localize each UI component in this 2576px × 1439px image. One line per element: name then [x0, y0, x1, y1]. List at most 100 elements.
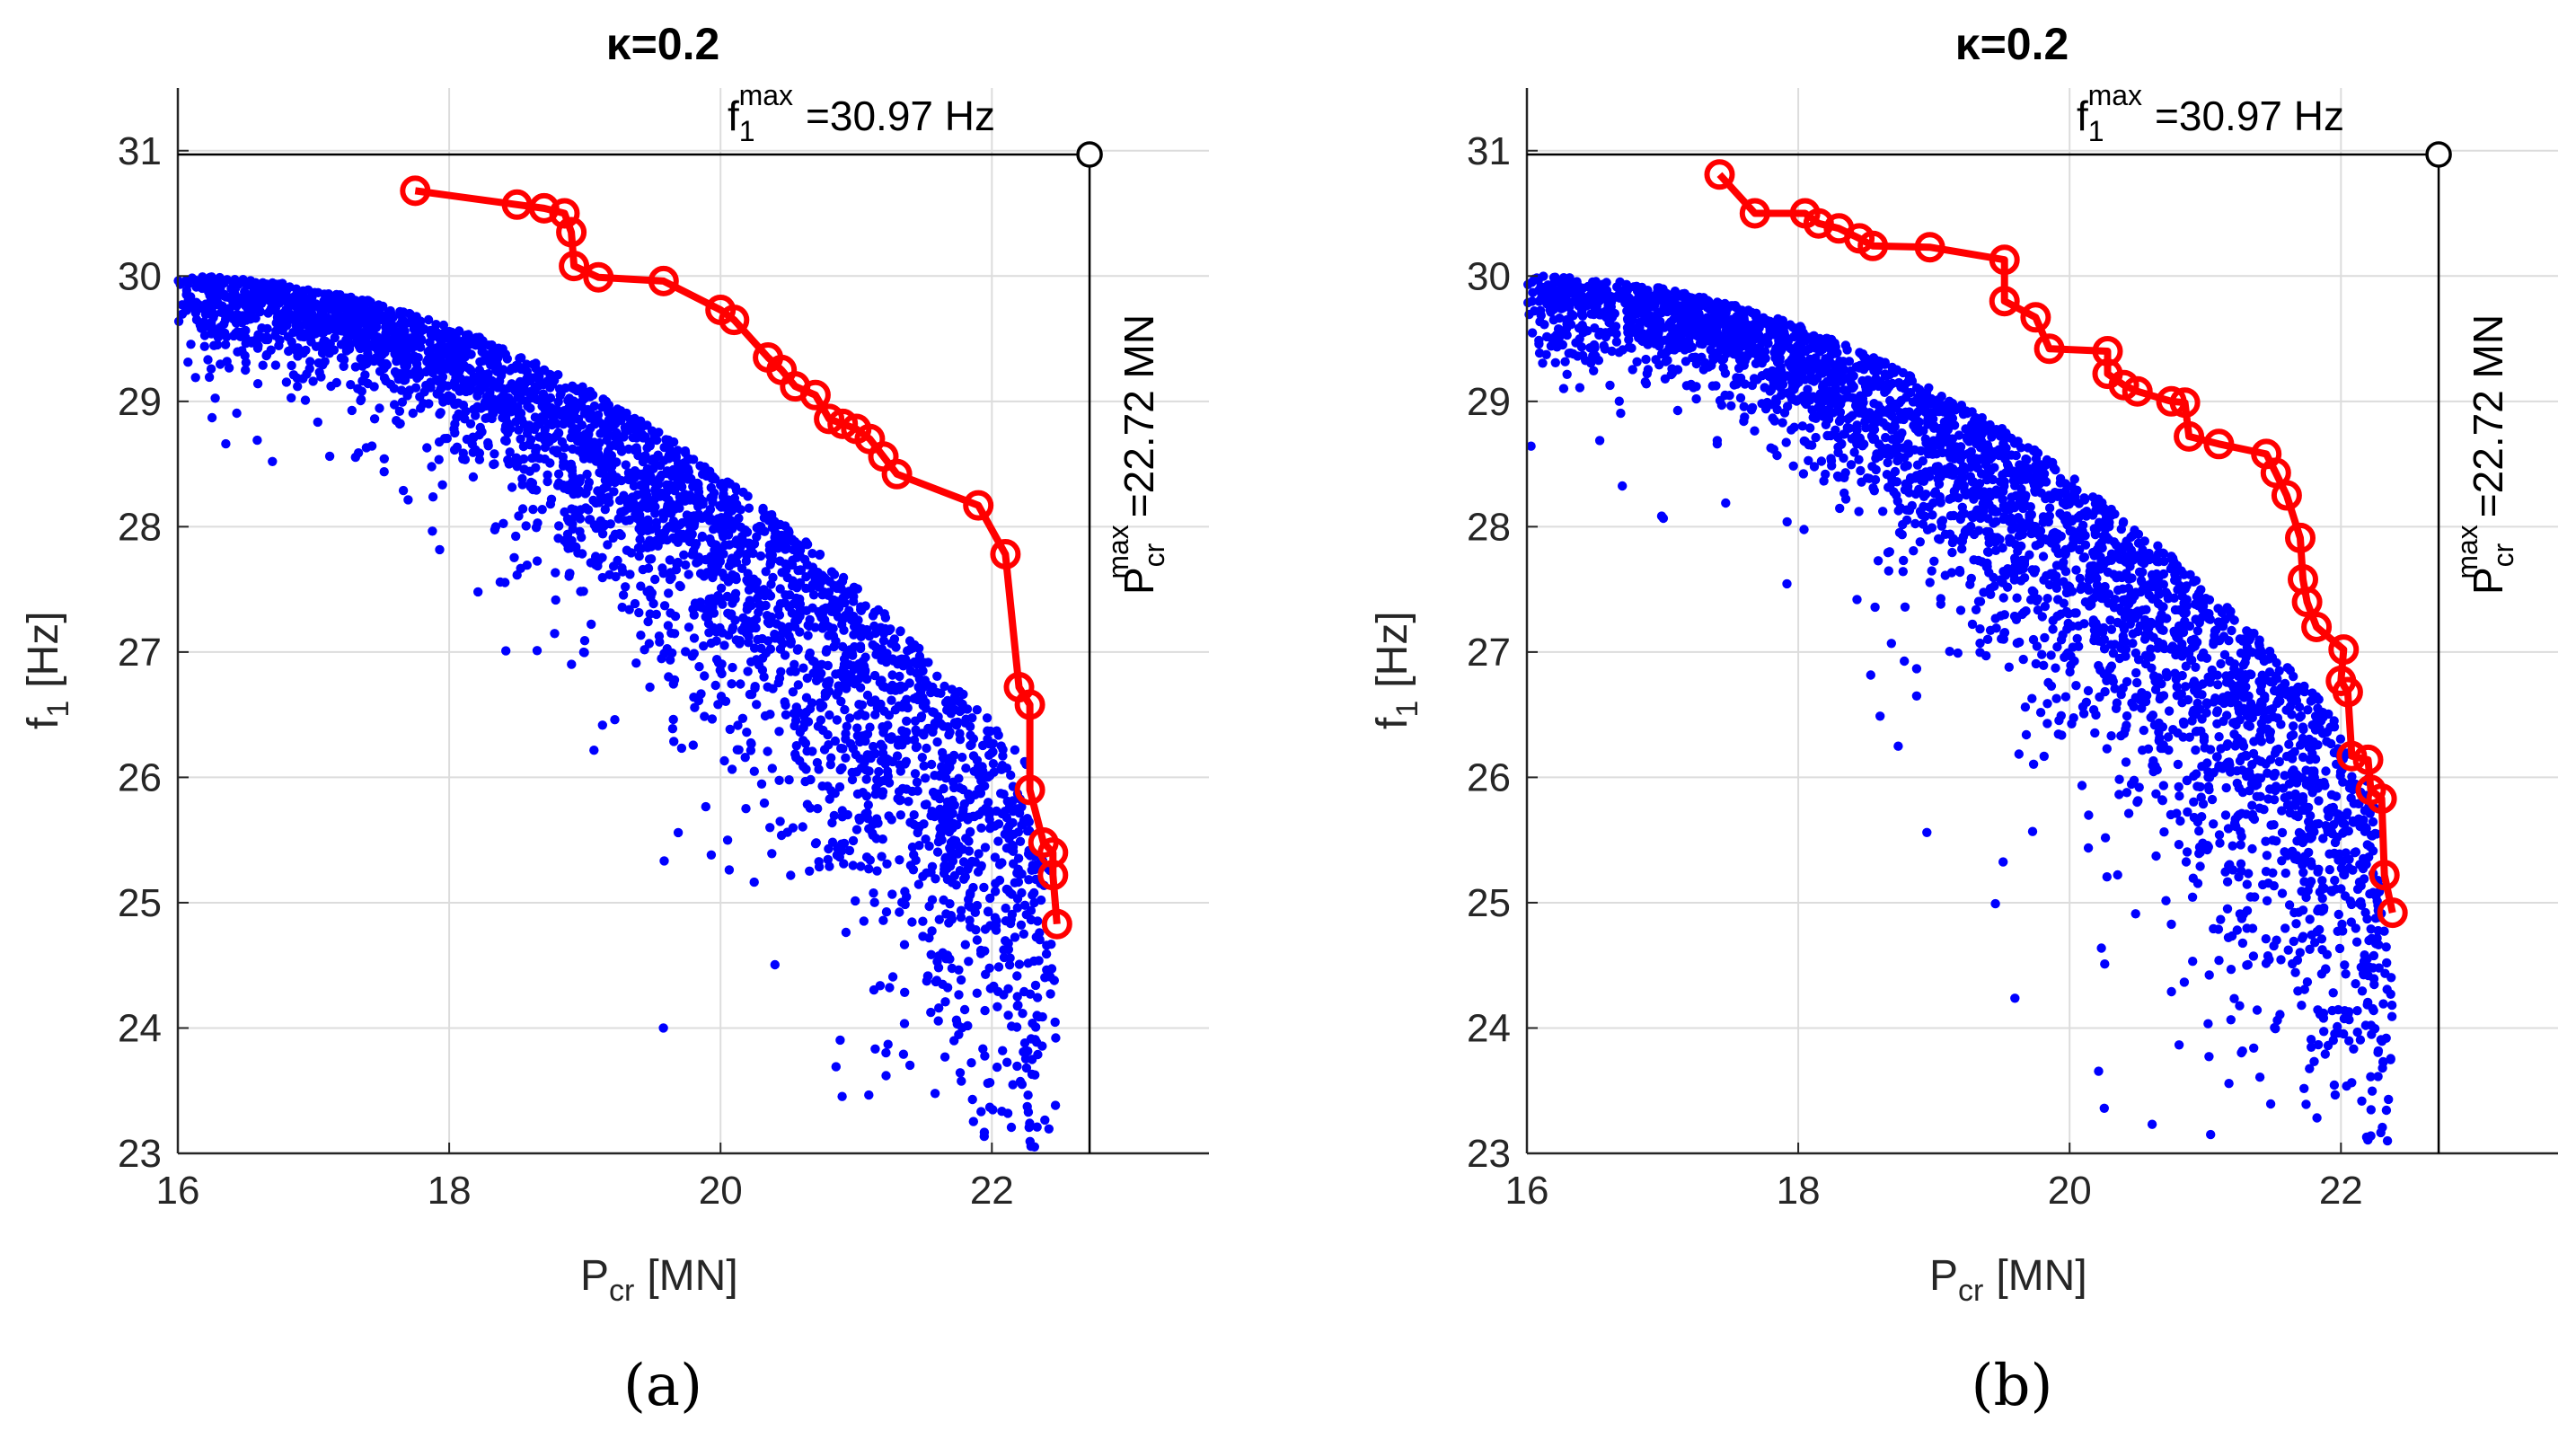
- pareto-point: [881, 458, 913, 490]
- data-point: [645, 535, 655, 545]
- data-point: [316, 328, 327, 338]
- data-point: [210, 393, 220, 403]
- data-point: [869, 984, 879, 995]
- data-point: [834, 781, 845, 792]
- data-point: [216, 322, 225, 332]
- data-point: [1029, 887, 1039, 898]
- data-point: [709, 525, 719, 534]
- data-point: [826, 567, 837, 577]
- data-point: [2139, 725, 2148, 736]
- data-point: [1027, 1069, 1037, 1080]
- data-point: [966, 922, 975, 932]
- data-point: [866, 697, 877, 707]
- data-point: [798, 736, 808, 746]
- data-point: [985, 893, 995, 904]
- data-point: [598, 466, 608, 476]
- data-point: [540, 454, 550, 464]
- data-point: [871, 782, 881, 793]
- data-point: [2123, 583, 2134, 594]
- data-point: [957, 1023, 967, 1033]
- data-point: [774, 775, 784, 785]
- data-point: [775, 817, 785, 826]
- data-point: [233, 347, 243, 357]
- data-point: [768, 684, 778, 693]
- data-point: [737, 563, 747, 573]
- data-point: [595, 516, 605, 525]
- data-point: [413, 353, 423, 363]
- data-point: [831, 608, 841, 618]
- data-point: [724, 865, 735, 875]
- data-point: [860, 808, 870, 819]
- data-point: [1017, 869, 1027, 879]
- data-point: [241, 358, 251, 367]
- data-point: [885, 983, 895, 993]
- data-point: [722, 835, 733, 845]
- data-point: [758, 506, 768, 516]
- data-point: [741, 556, 751, 566]
- data-point: [2053, 611, 2063, 621]
- pareto-point: [1014, 689, 1045, 720]
- data-point: [299, 320, 309, 330]
- data-point: [851, 825, 862, 834]
- pareto-point: [827, 408, 859, 439]
- data-point: [1883, 566, 1893, 576]
- data-point: [860, 652, 870, 662]
- data-point: [373, 312, 384, 322]
- data-point: [360, 370, 370, 380]
- data-point: [827, 817, 837, 828]
- y-tick-label: 28: [118, 505, 162, 549]
- data-point: [650, 502, 660, 512]
- data-point: [1975, 638, 1985, 649]
- data-point: [505, 447, 515, 457]
- data-point: [438, 379, 448, 390]
- data-point: [1911, 691, 1922, 701]
- f1-max-annotation: f1max =30.97 Hz: [728, 79, 995, 147]
- data-point: [720, 696, 731, 706]
- data-point: [566, 419, 576, 429]
- data-point: [872, 774, 882, 785]
- pareto-point: [1037, 860, 1069, 891]
- data-point: [926, 810, 936, 821]
- chart-title: κ=0.2: [606, 19, 720, 69]
- data-point: [372, 356, 383, 366]
- data-point: [293, 382, 303, 392]
- data-point: [1006, 770, 1016, 781]
- data-point: [454, 340, 463, 350]
- data-point: [945, 899, 955, 909]
- data-point: [834, 852, 844, 862]
- data-point: [844, 713, 855, 723]
- data-point: [756, 779, 767, 789]
- data-point: [287, 360, 296, 371]
- data-point: [325, 339, 335, 349]
- data-point: [181, 275, 191, 286]
- data-point: [816, 668, 826, 678]
- data-point: [609, 487, 619, 497]
- data-point: [2230, 741, 2240, 751]
- data-point: [204, 372, 215, 383]
- data-point: [697, 498, 707, 508]
- data-point: [854, 674, 864, 684]
- data-point: [391, 340, 401, 351]
- data-point: [820, 692, 831, 702]
- data-point: [830, 736, 841, 746]
- data-point: [728, 622, 738, 632]
- data-point: [388, 321, 399, 331]
- data-point: [449, 424, 459, 434]
- data-point: [792, 552, 802, 562]
- data-point: [199, 341, 209, 351]
- data-point: [790, 720, 799, 731]
- data-point: [311, 299, 322, 309]
- data-point: [1019, 1046, 1028, 1057]
- data-point: [825, 710, 834, 720]
- data-point: [547, 407, 558, 417]
- data-point: [654, 631, 665, 641]
- data-point: [514, 511, 524, 521]
- data-point: [277, 311, 287, 321]
- data-point: [641, 487, 651, 497]
- data-point: [935, 794, 945, 804]
- data-point: [434, 437, 445, 447]
- data-point: [207, 412, 217, 423]
- data-point: [907, 786, 917, 797]
- data-point: [301, 345, 311, 356]
- data-point: [805, 648, 815, 658]
